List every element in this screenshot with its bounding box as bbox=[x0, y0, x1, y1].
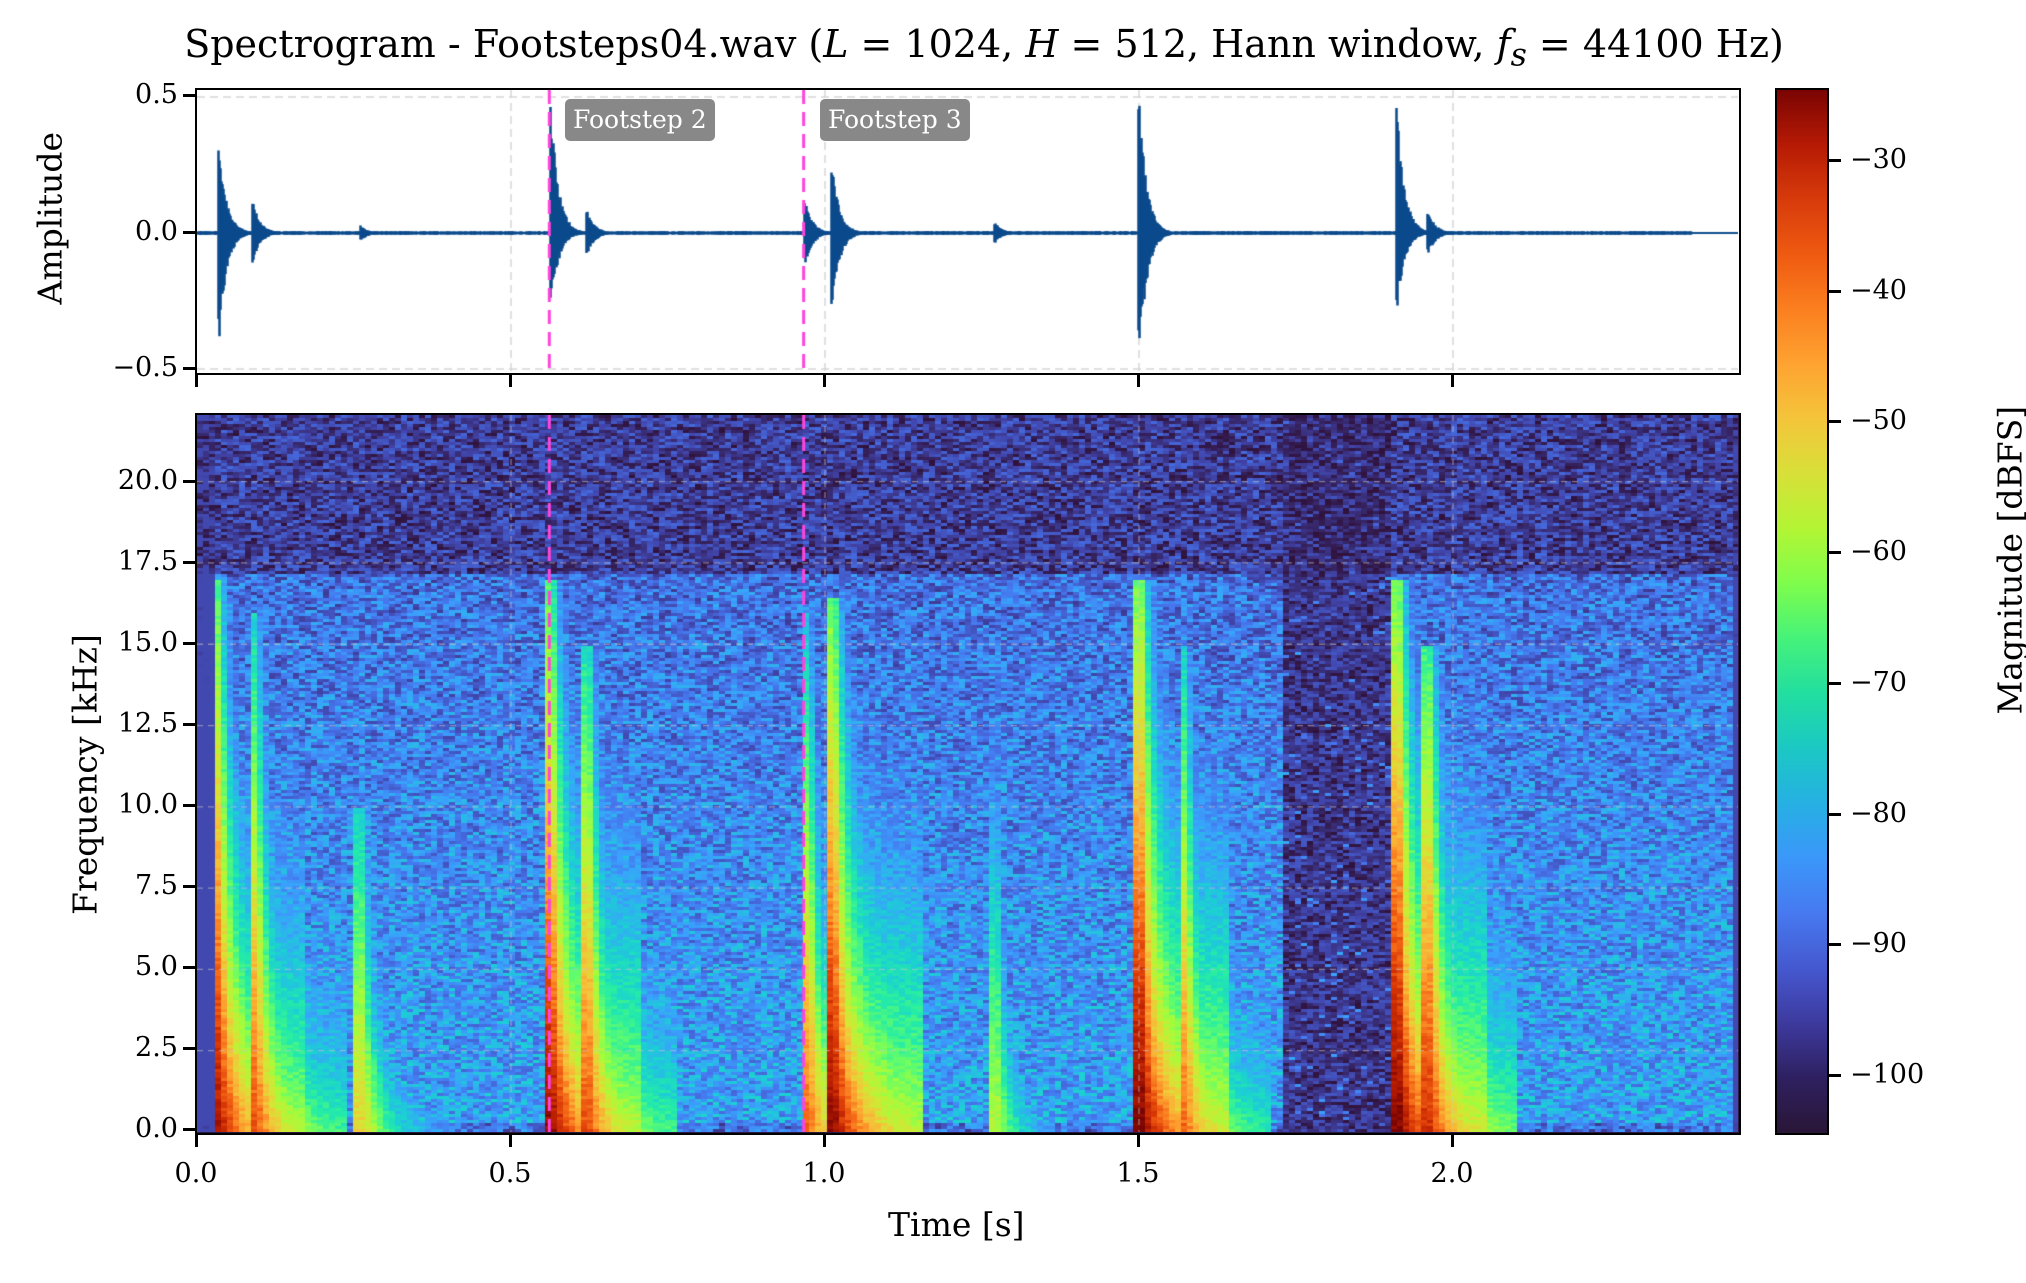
footstep-3-label: Footstep 3 bbox=[820, 99, 970, 141]
y-tick-label: 0.5 bbox=[135, 79, 178, 110]
x-tick-label: 1.5 bbox=[1116, 1158, 1160, 1189]
colorbar-tick-mark bbox=[1829, 289, 1841, 293]
colorbar-tick-mark bbox=[1829, 812, 1841, 816]
y-tick-mark bbox=[183, 480, 195, 483]
x-tick-mark bbox=[195, 1135, 198, 1147]
footstep-2-label: Footstep 2 bbox=[565, 99, 715, 141]
title-h-value: = 512, Hann window, bbox=[1058, 22, 1497, 66]
colorbar-tick-label: −80 bbox=[1850, 797, 1907, 829]
colorbar-tick-mark bbox=[1829, 551, 1841, 555]
x-tick-label: 1.0 bbox=[802, 1158, 846, 1189]
spectrogram-heatmap bbox=[197, 415, 1738, 1132]
colorbar-tick-label: −100 bbox=[1850, 1058, 1925, 1090]
x-tick-label: 0.5 bbox=[488, 1158, 532, 1189]
y-tick-label: 2.5 bbox=[135, 1032, 178, 1063]
title-l-value: = 1024, bbox=[848, 22, 1026, 66]
colorbar-tick-label: −50 bbox=[1850, 405, 1907, 437]
y-tick-label: 20.0 bbox=[117, 465, 178, 496]
title-fs-subscript: s bbox=[1510, 37, 1527, 74]
x-tick-mark bbox=[509, 375, 512, 387]
y-tick-label: 7.5 bbox=[135, 870, 178, 901]
colorbar-tick-mark bbox=[1829, 943, 1841, 947]
colorbar-tick-label: −40 bbox=[1850, 274, 1907, 306]
y-tick-mark bbox=[183, 966, 195, 969]
colorbar-tick-label: −60 bbox=[1850, 536, 1907, 568]
colorbar-tick-label: −30 bbox=[1850, 144, 1907, 175]
y-tick-mark bbox=[183, 231, 195, 234]
x-tick-mark bbox=[1137, 375, 1140, 387]
x-tick-mark bbox=[1451, 375, 1454, 387]
y-tick-mark bbox=[183, 1128, 195, 1131]
colorbar-tick-mark bbox=[1829, 420, 1841, 424]
x-axis-label: Time [s] bbox=[888, 1205, 1025, 1244]
x-tick-mark bbox=[823, 1135, 826, 1147]
y-tick-mark bbox=[183, 723, 195, 726]
x-tick-mark bbox=[1137, 1135, 1140, 1147]
y-tick-label: 17.5 bbox=[117, 546, 178, 577]
y-tick-mark bbox=[183, 94, 195, 97]
y-tick-mark bbox=[183, 642, 195, 645]
colorbar-tick-label: −70 bbox=[1850, 666, 1907, 698]
x-tick-mark bbox=[195, 375, 198, 387]
y-tick-mark bbox=[183, 1047, 195, 1050]
colorbar-label: Magnitude [dBFS] bbox=[1990, 405, 2026, 715]
y-tick-label: 5.0 bbox=[135, 951, 178, 982]
title-prefix: Spectrogram - Footsteps04.wav ( bbox=[184, 22, 824, 66]
y-tick-label: 0.0 bbox=[135, 1113, 178, 1144]
colorbar-tick-mark bbox=[1829, 681, 1841, 685]
x-tick-label: 2.0 bbox=[1430, 1158, 1474, 1189]
y-tick-label: 10.0 bbox=[117, 789, 178, 820]
colorbar-tick-mark bbox=[1829, 159, 1841, 162]
colorbar-tick-mark bbox=[1829, 1073, 1841, 1077]
y-tick-label: 0.0 bbox=[135, 216, 178, 247]
title-fs-symbol: f bbox=[1496, 22, 1511, 66]
colorbar-tick-label: −90 bbox=[1850, 928, 1907, 960]
chart-title: Spectrogram - Footsteps04.wav (L = 1024,… bbox=[0, 22, 1968, 74]
x-tick-mark bbox=[1451, 1135, 1454, 1147]
y-tick-mark bbox=[183, 885, 195, 888]
x-tick-mark bbox=[509, 1135, 512, 1147]
y-tick-mark bbox=[183, 804, 195, 807]
title-l-symbol: L bbox=[823, 22, 849, 66]
x-tick-label: 0.0 bbox=[174, 1158, 218, 1189]
y-tick-label: 12.5 bbox=[117, 708, 178, 739]
x-tick-mark bbox=[823, 375, 826, 387]
y-tick-label: −0.5 bbox=[112, 352, 178, 383]
y-tick-mark bbox=[183, 367, 195, 370]
colorbar bbox=[1775, 88, 1829, 1135]
y-tick-mark bbox=[183, 561, 195, 564]
title-h-symbol: H bbox=[1025, 22, 1059, 66]
title-fs-value: = 44100 Hz) bbox=[1526, 22, 1784, 66]
y-tick-label: 15.0 bbox=[117, 627, 178, 658]
spectrogram-plot bbox=[195, 413, 1741, 1135]
